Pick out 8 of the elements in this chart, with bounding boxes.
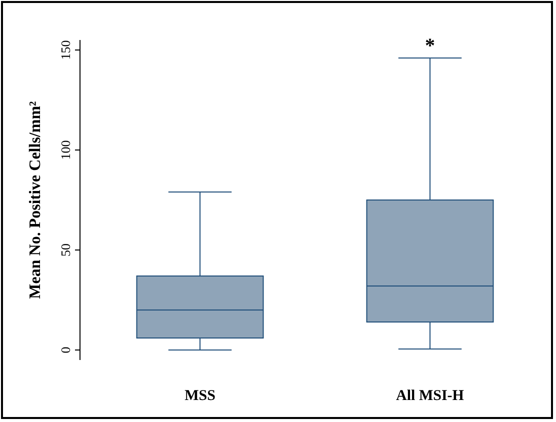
y-tick-label: 0 xyxy=(58,346,73,354)
y-tick-label: 50 xyxy=(58,244,73,256)
x-tick-label: MSS xyxy=(184,388,216,404)
y-axis-title: Mean No. Positive Cells/mm² xyxy=(27,100,44,299)
annotation: * xyxy=(425,35,435,57)
y-tick-label: 150 xyxy=(58,40,73,60)
y-tick-label: 100 xyxy=(58,140,73,160)
x-tick-label: All MSI-H xyxy=(396,388,464,404)
